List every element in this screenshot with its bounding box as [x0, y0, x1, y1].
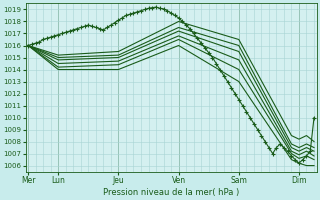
X-axis label: Pression niveau de la mer( hPa ): Pression niveau de la mer( hPa ) — [103, 188, 239, 197]
